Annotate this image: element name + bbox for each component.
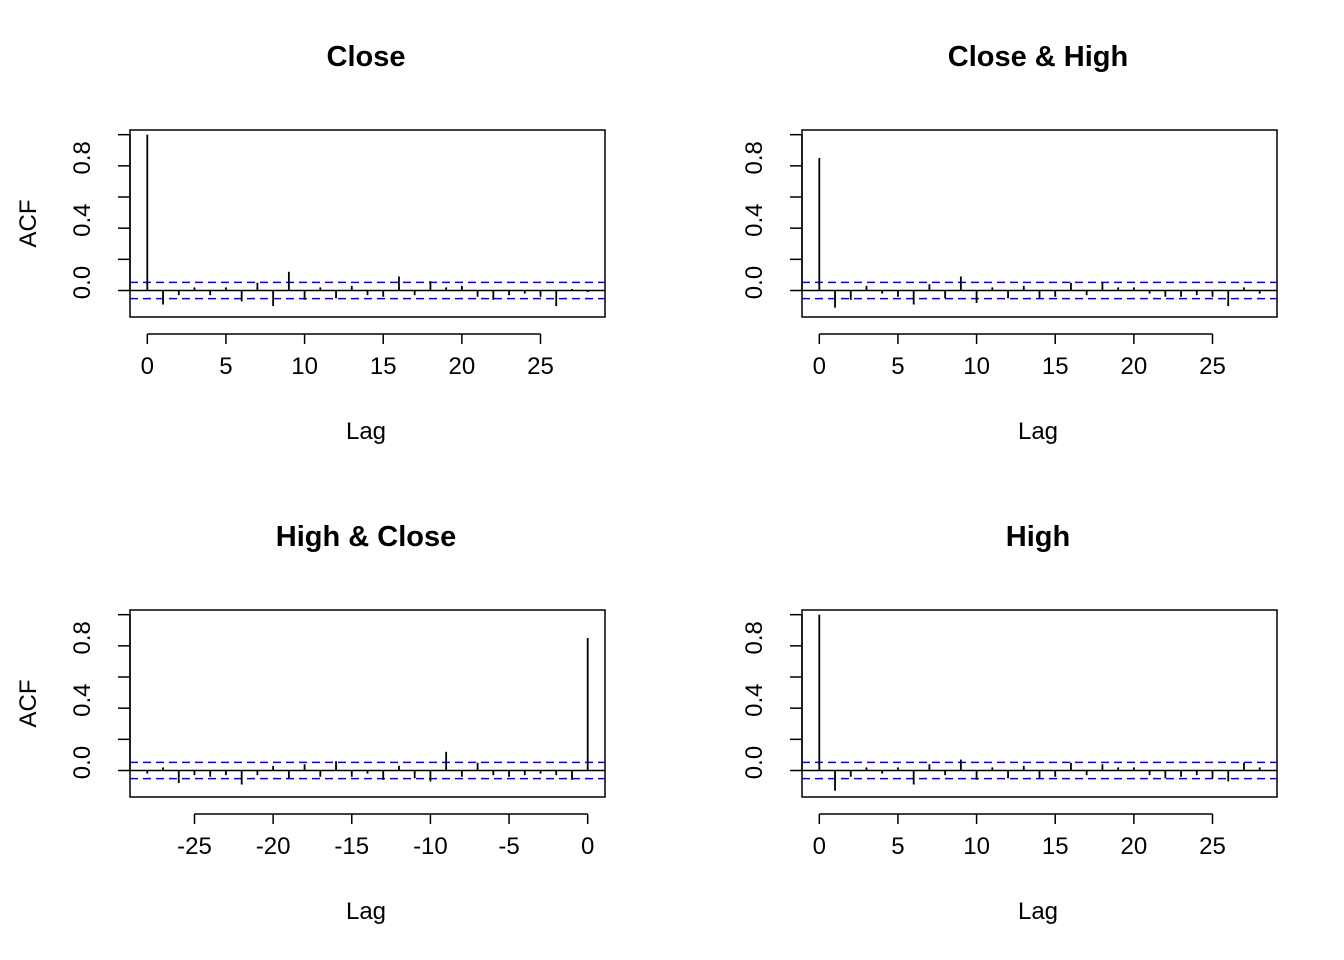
y-tick-label: 0.8: [741, 141, 768, 174]
x-axis-title: Lag: [1018, 418, 1058, 445]
y-axis-title: ACF: [15, 680, 42, 728]
x-tick-label: -25: [177, 833, 212, 860]
y-axis: 0.0 0.4 0.8: [741, 133, 803, 299]
x-tick-label: 0: [813, 353, 826, 380]
plot-frame: [129, 609, 606, 798]
x-axis-title: Lag: [1018, 898, 1058, 925]
y-tick-label: 0.0: [741, 266, 768, 299]
y-axis: 0.0 0.4 0.8: [69, 613, 131, 779]
acf-panel-2: High & Close -25 -20 -15 -10 -5 0 Lag 0.0 0.4 0.8 A…: [15, 521, 606, 925]
panel-title: Close: [327, 41, 406, 73]
x-tick-label: 25: [1199, 833, 1226, 860]
x-axis: 0 5 10 15 20 25: [813, 333, 1226, 380]
y-tick-label: 0.0: [741, 746, 768, 779]
x-axis-title: Lag: [346, 898, 386, 925]
y-tick-label: 0.4: [741, 203, 768, 236]
y-tick-label: 0.0: [69, 266, 96, 299]
x-tick-label: 0: [581, 833, 594, 860]
y-tick-label: 0.8: [69, 621, 96, 654]
acf-panel-3: High 0 5 10 15 20 25 Lag 0.0 0.4 0.8: [741, 521, 1278, 925]
x-tick-label: 15: [370, 353, 397, 380]
y-axis-title: ACF: [15, 200, 42, 248]
y-tick-label: 0.8: [69, 141, 96, 174]
y-tick-label: 0.4: [69, 203, 96, 236]
x-tick-label: 0: [141, 353, 154, 380]
y-tick-label: 0.4: [69, 683, 96, 716]
panel-title: High: [1006, 521, 1070, 553]
x-tick-label: 5: [891, 353, 904, 380]
x-axis: 0 5 10 15 20 25: [813, 813, 1226, 860]
x-tick-label: 20: [1121, 353, 1148, 380]
x-tick-label: 10: [963, 353, 990, 380]
y-tick-label: 0.0: [69, 746, 96, 779]
x-tick-label: -15: [334, 833, 369, 860]
x-tick-label: -10: [413, 833, 448, 860]
x-tick-label: 20: [449, 353, 476, 380]
x-tick-label: -20: [256, 833, 291, 860]
y-tick-label: 0.8: [741, 621, 768, 654]
acf-spikes: [146, 134, 589, 307]
plot-frame: [801, 609, 1278, 798]
x-tick-label: 15: [1042, 833, 1069, 860]
panel-title: Close & High: [948, 41, 1128, 73]
x-tick-label: 0: [813, 833, 826, 860]
x-tick-label: 5: [219, 353, 232, 380]
plot-frame: [129, 129, 606, 318]
x-tick-label: 25: [527, 353, 554, 380]
x-tick-label: 25: [1199, 353, 1226, 380]
plot-frame: [801, 129, 1278, 318]
acf-panel-1: Close & High 0 5 10 15 20 25 Lag 0.0 0.4 0.8: [741, 41, 1278, 445]
x-axis: 0 5 10 15 20 25: [141, 333, 554, 380]
x-tick-label: 5: [891, 833, 904, 860]
acf-spikes: [818, 158, 1261, 308]
panel-title: High & Close: [276, 521, 456, 553]
x-tick-label: 10: [291, 353, 318, 380]
acf-spikes: [818, 614, 1261, 791]
acf-panel-0: Close 0 5 10 15 20 25 Lag 0.0 0.4 0.8 ACF: [15, 41, 606, 445]
x-tick-label: 10: [963, 833, 990, 860]
x-tick-label: -5: [498, 833, 519, 860]
y-tick-label: 0.4: [741, 683, 768, 716]
x-axis-title: Lag: [346, 418, 386, 445]
x-tick-label: 20: [1121, 833, 1148, 860]
y-axis: 0.0 0.4 0.8: [69, 133, 131, 299]
x-axis: -25 -20 -15 -10 -5 0: [177, 813, 594, 860]
acf-spikes: [146, 638, 589, 785]
x-tick-label: 15: [1042, 353, 1069, 380]
y-axis: 0.0 0.4 0.8: [741, 613, 803, 779]
